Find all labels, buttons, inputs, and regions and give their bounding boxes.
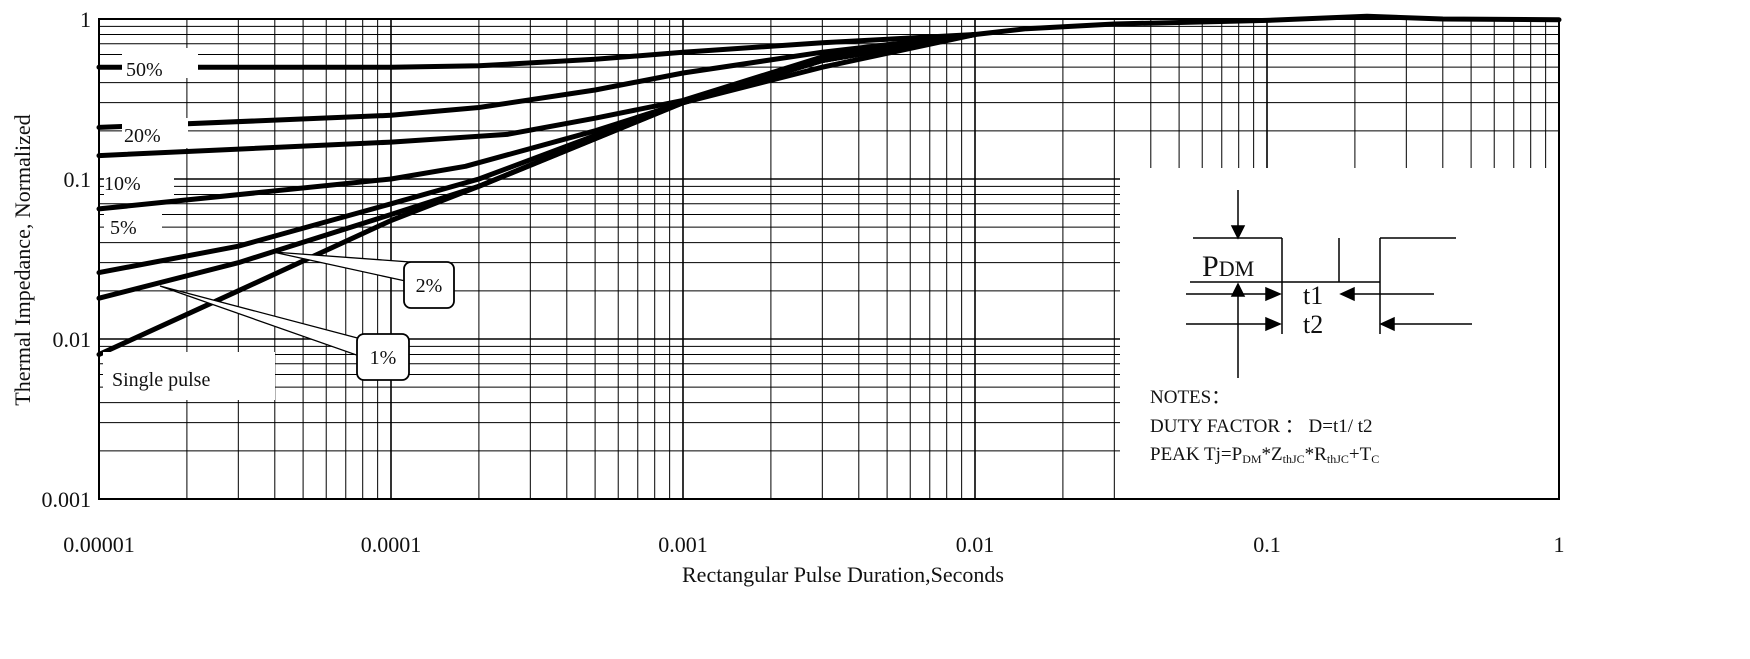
series-line: [96, 13, 1562, 357]
t2-label: t2: [1303, 310, 1323, 339]
tick-labels: 0.00001 0.0001 0.001 0.01 0.1 1 1 0.1 0.01 0.001: [42, 7, 1565, 557]
y-tick-label: 0.01: [53, 327, 92, 352]
dimension-arrows: [1186, 190, 1472, 378]
callout-box-2pct: [403, 261, 455, 309]
notes-title: NOTES：: [1150, 387, 1230, 408]
series-label-box: [104, 166, 174, 196]
x-tick-label: 0.001: [658, 532, 708, 557]
callout-label-1pct: 1%: [370, 347, 397, 369]
duty-factor-note: DUTY FACTOR ： D=t1/ t2: [1150, 416, 1373, 437]
label-boxes: 50% 20% 10% 5% Single pulse 2% 1%: [103, 48, 455, 400]
series-line: [96, 32, 978, 70]
plot-frame: [98, 18, 1560, 500]
single-pulse-label-box: [103, 352, 275, 400]
pdm-label: PDM: [1202, 250, 1254, 283]
series-label: 50%: [126, 59, 163, 81]
x-axis-title: Rectangular Pulse Duration,Seconds: [682, 562, 1004, 587]
y-axis-title: Thermal Impedance, Normalized: [10, 114, 35, 405]
x-tick-label: 0.1: [1253, 532, 1281, 557]
t1-label: t1: [1303, 281, 1323, 310]
callout-box-1pct: [356, 333, 410, 381]
series-line: [96, 32, 978, 130]
x-tick-label: 0.00001: [63, 532, 135, 557]
series-label: 5%: [110, 217, 137, 239]
inset-diagram: PDM t1 t2 NOTES： DUTY FACTOR ： D=t1/ t2 …: [1120, 168, 1558, 498]
y-tick-label: 0.1: [64, 167, 92, 192]
x-tick-label: 0.0001: [361, 532, 422, 557]
series-label-box: [122, 118, 188, 148]
series-label-box: [104, 211, 162, 241]
series-label-box: [122, 48, 198, 78]
curves: [96, 13, 1562, 357]
series-label: 20%: [124, 125, 161, 147]
series-label: 10%: [104, 173, 141, 195]
y-tick-label: 1: [80, 7, 91, 32]
single-pulse-label: Single pulse: [112, 369, 210, 391]
x-tick-label: 0.01: [956, 532, 995, 557]
y-tick-label: 0.001: [42, 487, 92, 512]
peak-tj-note: PEAK Tj=PDM*ZthJC*RthJC+TC: [1150, 444, 1379, 466]
series-line: [96, 32, 978, 159]
x-tick-label: 1: [1554, 532, 1565, 557]
callout-label-2pct: 2%: [416, 275, 443, 297]
inset-background: [1120, 168, 1558, 498]
